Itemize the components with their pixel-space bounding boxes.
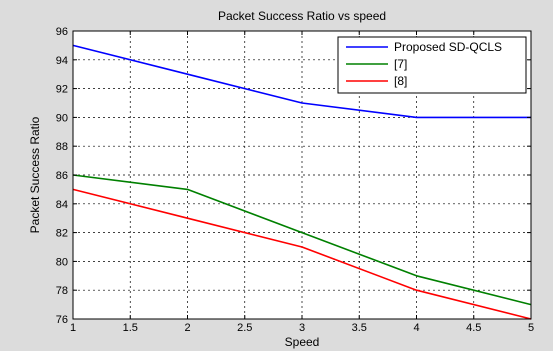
y-tick-label: 80 — [56, 256, 68, 268]
x-tick-label: 3.5 — [352, 322, 367, 334]
x-tick-label: 4 — [413, 322, 419, 334]
chart-title: Packet Success Ratio vs speed — [218, 9, 386, 23]
y-tick-label: 94 — [56, 55, 68, 67]
y-tick-label: 92 — [56, 84, 68, 96]
series-line-1 — [72, 174, 532, 306]
series-layer — [72, 44, 532, 320]
y-axis-label: Packet Success Ratio — [28, 116, 42, 233]
x-tick-label: 4.5 — [466, 322, 481, 334]
x-tick-label: 1.5 — [123, 322, 138, 334]
axis-ticks: 1 1.5 2 2.5 3 3.5 4 4.5 5 76 78 80 82 84 86 88 90 92 94 96 — [56, 26, 534, 334]
y-tick-label: 78 — [56, 285, 68, 297]
x-tick-label: 3 — [299, 322, 305, 334]
y-tick-label: 84 — [56, 199, 68, 211]
y-tick-label: 76 — [56, 314, 68, 326]
x-axis-label: Speed — [285, 335, 320, 349]
legend-label-proposed: Proposed SD-QCLS — [394, 40, 502, 54]
x-tick-label: 2.5 — [237, 322, 252, 334]
x-tick-label: 5 — [528, 322, 534, 334]
series-line-0 — [72, 44, 531, 119]
x-tick-label: 1 — [70, 322, 76, 334]
y-tick-label: 96 — [56, 26, 68, 38]
series-line-2 — [72, 188, 532, 320]
y-tick-label: 82 — [56, 228, 68, 240]
legend-label-ref7: [7] — [394, 57, 407, 71]
x-tick-label: 2 — [184, 322, 190, 334]
y-tick-label: 88 — [56, 141, 68, 153]
y-tick-label: 90 — [56, 112, 68, 124]
legend: Proposed SD-QCLS [7] [8] — [337, 36, 527, 94]
y-tick-label: 86 — [56, 170, 68, 182]
legend-label-ref8: [8] — [394, 74, 407, 88]
